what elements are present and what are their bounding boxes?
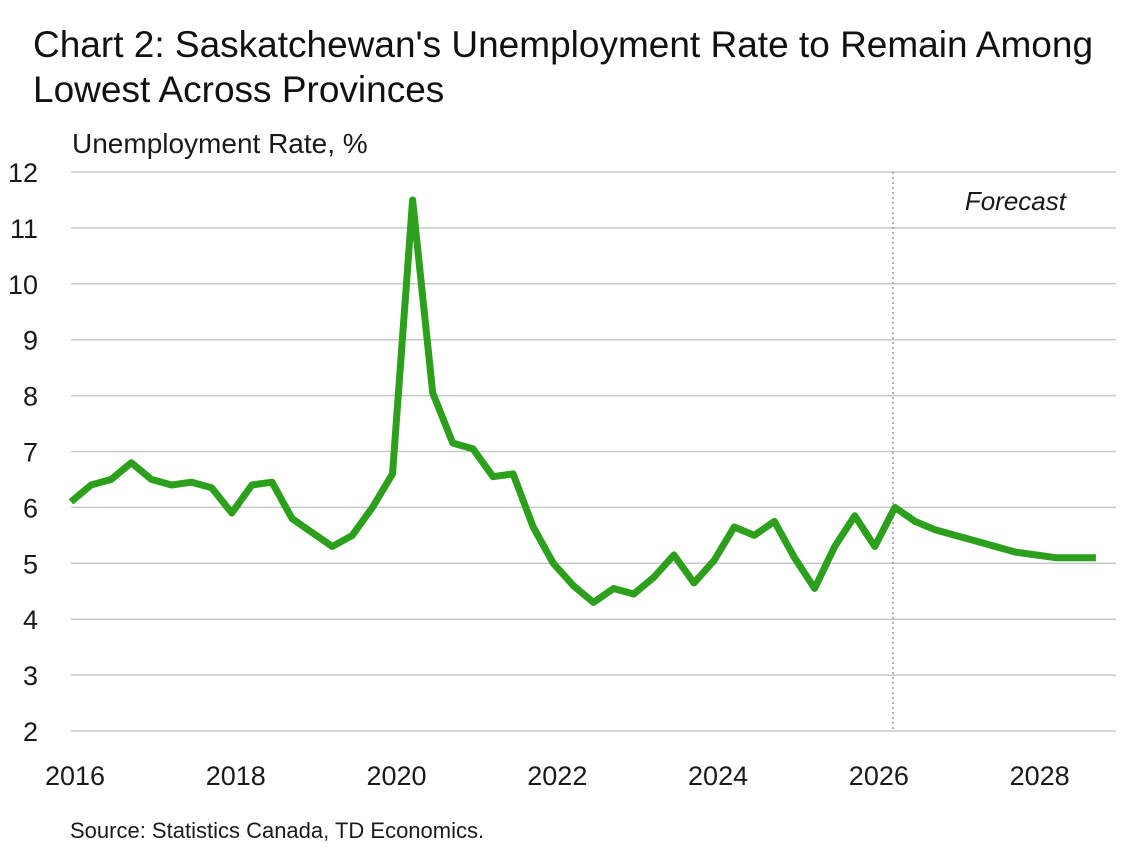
y-tick-label: 3 bbox=[23, 661, 38, 691]
x-tick-label: 2022 bbox=[527, 761, 587, 791]
y-tick-label: 12 bbox=[8, 158, 38, 188]
y-tick-label: 7 bbox=[23, 438, 38, 468]
y-tick-label: 10 bbox=[8, 270, 38, 300]
x-tick-label: 2028 bbox=[1010, 761, 1070, 791]
forecast-label: Forecast bbox=[965, 186, 1068, 216]
y-tick-label: 8 bbox=[23, 382, 38, 412]
chart-title: Chart 2: Saskatchewan's Unemployment Rat… bbox=[33, 24, 1094, 110]
y-tick-label: 6 bbox=[23, 493, 38, 523]
series-line bbox=[68, 196, 1096, 606]
x-tick-label: 2020 bbox=[366, 761, 426, 791]
y-axis-label: Unemployment Rate, % bbox=[72, 128, 368, 159]
y-tick-label: 11 bbox=[10, 214, 38, 244]
source-note: Source: Statistics Canada, TD Economics. bbox=[70, 818, 485, 843]
y-tick-label: 9 bbox=[23, 326, 38, 356]
y-tick-label: 4 bbox=[23, 605, 38, 635]
y-axis-ticks: 2 3 4 5 6 7 8 9 10 11 12 bbox=[8, 158, 38, 747]
y-tick-label: 2 bbox=[23, 717, 38, 747]
x-axis-ticks: 2016 2018 2020 2022 2024 2026 2028 bbox=[45, 761, 1070, 791]
series-group bbox=[68, 196, 1096, 606]
y-tick-label: 5 bbox=[23, 549, 38, 579]
gridlines bbox=[71, 171, 1116, 732]
x-tick-label: 2026 bbox=[849, 761, 909, 791]
x-tick-label: 2016 bbox=[45, 761, 105, 791]
x-tick-label: 2024 bbox=[688, 761, 748, 791]
x-tick-label: 2018 bbox=[206, 761, 266, 791]
forecast-divider: Forecast bbox=[892, 172, 1068, 731]
